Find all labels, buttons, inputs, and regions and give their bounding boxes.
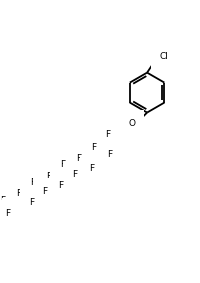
Text: F: F xyxy=(91,143,96,152)
Text: F: F xyxy=(0,196,5,205)
Text: F: F xyxy=(58,181,63,190)
Text: F: F xyxy=(89,164,94,173)
Text: F: F xyxy=(46,171,51,181)
Text: O: O xyxy=(127,119,134,128)
Text: F: F xyxy=(30,178,35,186)
Text: Cl: Cl xyxy=(159,52,168,61)
Text: F: F xyxy=(76,154,81,163)
Text: F: F xyxy=(16,189,21,198)
Text: F: F xyxy=(107,150,112,159)
Text: F: F xyxy=(11,207,16,216)
Text: F: F xyxy=(42,187,47,196)
Text: F: F xyxy=(59,160,64,169)
Text: F: F xyxy=(72,170,77,179)
Text: F: F xyxy=(28,198,34,207)
Text: F: F xyxy=(5,209,10,218)
Text: F: F xyxy=(105,130,110,139)
